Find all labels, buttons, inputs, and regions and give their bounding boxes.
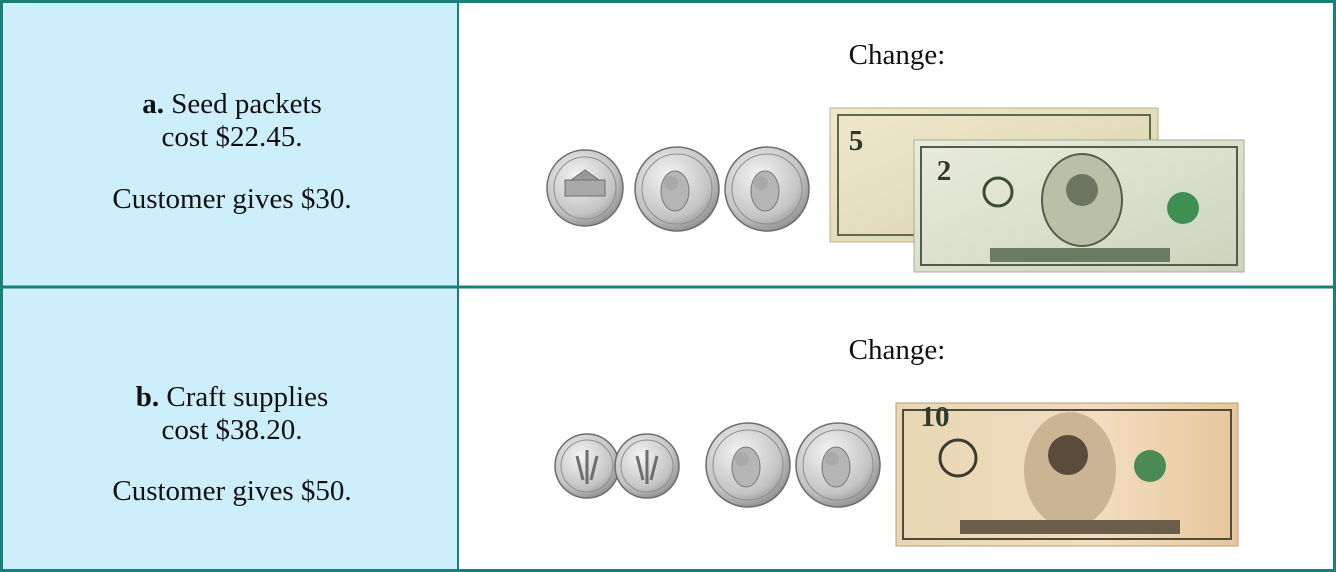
problem-letter: a. [142, 88, 164, 120]
bill-denomination: 5 [849, 125, 864, 157]
quarter [634, 146, 720, 232]
cost-text: cost $38.20. [162, 414, 303, 446]
quarter [724, 146, 810, 232]
change-label: Change: [849, 334, 946, 366]
dime [553, 432, 621, 500]
item-text: Craft supplies [166, 381, 328, 413]
quarter [705, 422, 791, 508]
two-dollar-bill: 2 [913, 139, 1245, 273]
cost-text: cost $22.45. [162, 121, 303, 153]
problem-item: b. Craft supplies [136, 381, 329, 413]
quarter [795, 422, 881, 508]
bill-denomination: 10 [921, 401, 950, 433]
ten-dollar-bill: 10 [895, 401, 1239, 547]
problem-item: a. Seed packets [142, 88, 322, 120]
nickel [546, 149, 624, 227]
change-label: Change: [849, 39, 946, 71]
gives-text: Customer gives $30. [112, 183, 351, 215]
dime [613, 432, 681, 500]
item-text: Seed packets [171, 88, 322, 120]
problem-letter: b. [136, 381, 159, 413]
bill-denomination: 2 [937, 155, 952, 187]
gives-text: Customer gives $50. [112, 475, 351, 507]
